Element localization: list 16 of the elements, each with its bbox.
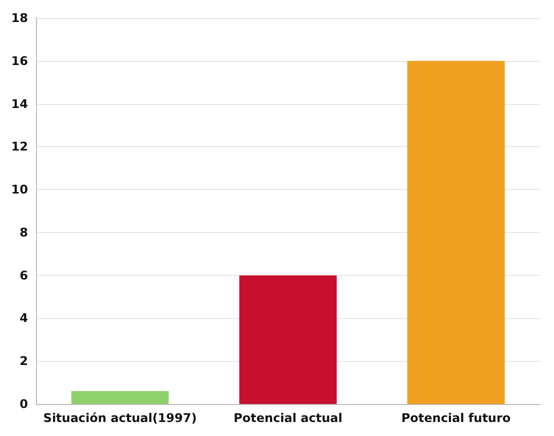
y-tick-label: 2 bbox=[20, 354, 28, 368]
y-tick-label: 8 bbox=[20, 225, 28, 240]
y-tick-label: 16 bbox=[11, 54, 28, 68]
y-tick-label: 12 bbox=[11, 140, 28, 154]
y-tick-label: 6 bbox=[20, 268, 28, 282]
bar bbox=[239, 275, 337, 404]
x-tick-label: Situación actual(1997) bbox=[43, 411, 197, 425]
bar bbox=[407, 60, 505, 404]
y-tick-label: 18 bbox=[11, 11, 28, 25]
y-tick-label: 14 bbox=[11, 96, 28, 111]
bar bbox=[71, 391, 169, 404]
y-tick-label: 0 bbox=[20, 397, 28, 411]
y-tick-label: 4 bbox=[20, 311, 28, 326]
y-tick-label: 10 bbox=[11, 182, 28, 197]
x-tick-label: Potencial actual bbox=[234, 411, 342, 425]
x-tick-label: Potencial futuro bbox=[401, 411, 511, 425]
